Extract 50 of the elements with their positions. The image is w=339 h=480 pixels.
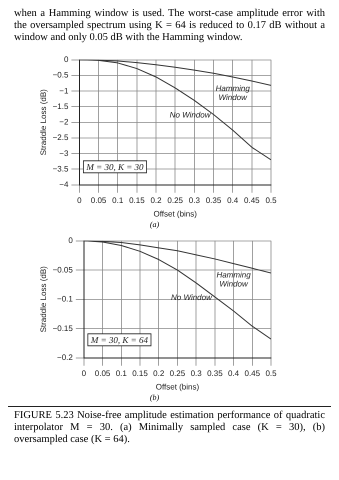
x-tick-label: 0.35 [206, 196, 222, 205]
text: (b) [148, 393, 160, 402]
x-tick-label: 0.1 [116, 368, 128, 378]
series-label: No Window [171, 293, 214, 302]
y-tick-label: 0 [64, 55, 69, 64]
x-tick-label: 0.4 [228, 368, 240, 378]
series-label: Hamming Window [216, 270, 252, 289]
y-tick-label: 0 [68, 236, 74, 246]
y-tick-label: −3.5 [52, 164, 69, 174]
x-tick-label: 0.3 [188, 196, 200, 205]
x-axis-title: Offset (bins) [153, 210, 198, 219]
annotation: M = 30, K = 64 [90, 334, 148, 345]
x-tick-label: 0.3 [190, 368, 202, 378]
x-tick-label: 0.5 [265, 196, 278, 205]
x-tick-label: 0 [77, 196, 82, 205]
x-tick-label: 0.15 [132, 368, 148, 378]
x-tick-label: 0.05 [90, 196, 107, 205]
x-tick-label: 0.35 [207, 368, 224, 378]
x-axis-title: Offset (bins) [156, 382, 200, 392]
y-tick-label: −0.5 [52, 70, 69, 80]
x-tick-label: 0 [82, 368, 87, 378]
text: when a Hamming window is used. The worst-case amplitude error with the oversampled spectrum using K = 64 is reduced to 0.17 dB without a window and only 0.05 dB with the Hamming window. [13, 8, 326, 46]
caption: FIGURE 5.23 Noise-free amplitude estimation performance of quadratic interpolator M = 30. (a) Minimally sampled case (K = 30), (b) oversampled case (K = 64). [8, 406, 331, 446]
y-axis-title: Straddle Loss (dB) [39, 266, 48, 333]
y-tick-label: −1 [59, 86, 69, 96]
x-tick-label: 0.2 [150, 196, 162, 205]
x-tick-label: 0.2 [153, 368, 165, 378]
x-tick-label: 0.5 [265, 368, 278, 378]
y-tick-label: −2.5 [52, 133, 69, 142]
series-label: No Window [170, 110, 212, 120]
y-tick-label: −0.15 [52, 324, 74, 333]
y-tick-label: −0.05 [52, 265, 74, 274]
y-tick-label: −1.5 [52, 102, 69, 112]
x-tick-label: 0.25 [167, 196, 184, 205]
annotation: M = 30, K = 30 [85, 162, 144, 172]
x-tick-label: 0.45 [244, 368, 261, 378]
y-tick-label: −0.1 [57, 294, 74, 304]
y-tick-label: −0.2 [57, 353, 74, 362]
y-tick-label: −4 [59, 180, 69, 190]
text: (a) [148, 220, 160, 230]
x-tick-label: 0.25 [170, 368, 186, 378]
x-tick-label: 0.4 [227, 196, 239, 205]
x-tick-label: 0.05 [94, 368, 111, 378]
y-axis-title: Straddle Loss (dB) [39, 89, 48, 156]
y-tick-label: −2 [59, 118, 69, 127]
x-tick-label: 0.1 [112, 196, 124, 205]
x-tick-label: 0.15 [129, 196, 146, 205]
x-tick-label: 0.45 [244, 196, 260, 205]
y-tick-label: −3 [59, 148, 69, 158]
series-label: Hamming Window [216, 84, 250, 102]
